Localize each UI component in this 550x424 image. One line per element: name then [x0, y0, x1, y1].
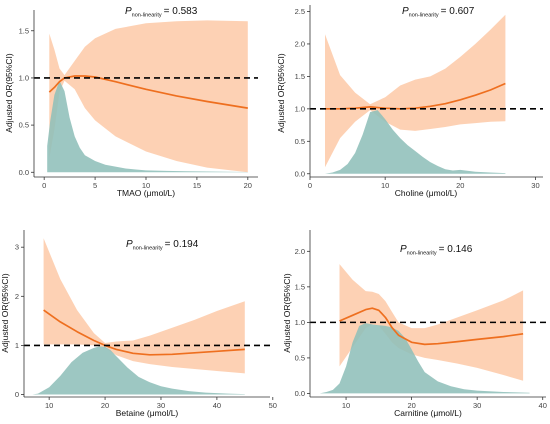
- spline-layer: [48, 75, 248, 109]
- x-tick-label: 0: [42, 181, 46, 190]
- x-tick-label: 10: [381, 181, 389, 190]
- p-symbol: P: [125, 6, 132, 17]
- y-tick-label: 0.5: [295, 353, 305, 362]
- y-tick-label: 2.5: [295, 7, 305, 16]
- axes-layer: 0.0 0.5 1.0 1.5 2.0 2.5 0 10 20 30: [295, 5, 543, 190]
- x-tick-label: 40: [539, 401, 547, 410]
- p-subscript: non-linearity: [409, 13, 439, 19]
- y-tick-label: 0.5: [19, 121, 29, 130]
- x-tick-label: 15: [193, 181, 201, 190]
- y-tick-label: 2: [15, 292, 19, 301]
- density-area: [32, 346, 245, 395]
- p-subscript: non-linearity: [407, 251, 437, 257]
- y-axis-title: Adjusted OR(95%CI): [276, 53, 286, 133]
- y-axis-title: Adjusted OR(95%CI): [4, 53, 14, 133]
- panel-carnitine: 0.0 0.5 1.0 1.5 2.0 10 20 30 40 Carnitine (μmol/…: [282, 230, 547, 418]
- y-tick-label: 2.0: [295, 247, 305, 256]
- spline-layer: [339, 307, 524, 346]
- y-tick-label: 0.0: [19, 168, 29, 177]
- density-area: [319, 323, 530, 394]
- or-spline-line: [43, 309, 245, 356]
- x-tick-label: 20: [101, 401, 109, 410]
- p-annotation: Pnon-linearity = 0.583: [125, 6, 198, 19]
- y-axis-title: Adjusted OR(95%CI): [282, 273, 292, 353]
- x-tick-label: 0: [308, 181, 312, 190]
- y-tick-label: 3: [15, 243, 19, 252]
- ci-band-layer: [325, 14, 506, 168]
- axes-layer: 0 1 2 3 10 20 30 40 50: [15, 230, 277, 410]
- x-tick-label: 20: [244, 181, 252, 190]
- density-layer: [319, 323, 530, 394]
- y-tick-label: 1.5: [295, 72, 305, 81]
- x-tick-label: 40: [213, 401, 221, 410]
- x-tick-label: 30: [531, 181, 539, 190]
- y-tick-label: 0.0: [295, 389, 305, 398]
- y-tick-label: 1: [15, 341, 19, 350]
- density-layer: [32, 346, 245, 395]
- panel-choline: 0.0 0.5 1.0 1.5 2.0 2.5 0 10 20 30 Choline (μmol/…: [276, 5, 543, 198]
- p-value: 0.583: [172, 6, 197, 17]
- x-axis-title: Choline (μmol/L): [395, 188, 458, 198]
- or-spline-line: [339, 307, 524, 346]
- p-equals: =: [164, 6, 173, 17]
- y-tick-label: 1.0: [295, 318, 305, 327]
- p-symbol: P: [400, 244, 407, 255]
- p-subscript: non-linearity: [132, 13, 162, 19]
- x-tick-label: 30: [473, 401, 481, 410]
- x-tick-label: 30: [157, 401, 165, 410]
- p-subscript: non-linearity: [133, 246, 163, 252]
- x-axis-title: TMAO (μmol/L): [117, 188, 175, 198]
- p-annotation: Pnon-linearity = 0.194: [126, 239, 199, 252]
- ci-band: [325, 14, 506, 168]
- ci-band-layer: [339, 264, 524, 381]
- density-layer: [325, 110, 506, 174]
- y-tick-label: 0.0: [295, 169, 305, 178]
- x-tick-label: 20: [407, 401, 415, 410]
- p-symbol: P: [126, 239, 133, 250]
- y-tick-label: 2.0: [295, 39, 305, 48]
- ci-band: [43, 238, 245, 374]
- x-tick-label: 10: [142, 181, 150, 190]
- density-area: [325, 110, 506, 174]
- p-equals: =: [441, 6, 450, 17]
- y-tick-label: 1.5: [295, 282, 305, 291]
- ci-band: [49, 20, 248, 173]
- ci-band: [339, 264, 524, 381]
- y-tick-label: 1.0: [295, 104, 305, 113]
- axes-layer: 0.0 0.5 1.0 1.5 0 5 10 15 20: [19, 10, 258, 190]
- y-tick-label: 0.5: [295, 137, 305, 146]
- panel-betaine: 0 1 2 3 10 20 30 40 50 Betaine (μmol/L) Adjusted…: [0, 230, 277, 418]
- ci-band-layer: [49, 20, 248, 173]
- ci-band-layer: [43, 238, 245, 374]
- x-tick-label: 10: [342, 401, 350, 410]
- y-tick-label: 0: [15, 390, 19, 399]
- x-tick-label: 5: [93, 181, 97, 190]
- spline-layer: [43, 309, 245, 356]
- y-tick-label: 1.5: [19, 26, 29, 35]
- p-annotation: Pnon-linearity = 0.607: [402, 6, 475, 19]
- panel-tmao: 0.0 0.5 1.0 1.5 0 5 10 15 20 TMAO (μmol/L) Adjus…: [4, 6, 258, 198]
- p-annotation: Pnon-linearity = 0.146: [400, 244, 473, 257]
- p-equals: =: [439, 244, 448, 255]
- or-spline-line: [48, 75, 248, 109]
- density-area: [47, 80, 248, 173]
- x-axis-title: Carnitine (μmol/L): [394, 408, 462, 418]
- p-value: 0.607: [449, 6, 474, 17]
- x-tick-label: 10: [45, 401, 53, 410]
- x-tick-label: 20: [456, 181, 464, 190]
- p-symbol: P: [402, 6, 409, 17]
- p-equals: =: [165, 239, 174, 250]
- density-layer: [47, 80, 248, 173]
- axes-layer: 0.0 0.5 1.0 1.5 2.0 10 20 30 40: [295, 230, 547, 410]
- y-axis-title: Adjusted OR(95%CI): [0, 273, 10, 353]
- y-tick-label: 1.0: [19, 73, 29, 82]
- p-value: 0.146: [447, 244, 472, 255]
- x-axis-title: Betaine (μmol/L): [116, 408, 179, 418]
- x-tick-label: 50: [269, 401, 277, 410]
- p-value: 0.194: [173, 239, 198, 250]
